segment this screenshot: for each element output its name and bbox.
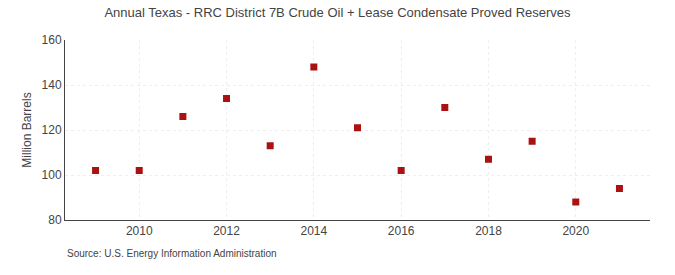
svg-text:2020: 2020 [562, 224, 589, 238]
svg-text:Million Barrels: Million Barrels [20, 92, 34, 167]
svg-text:Annual Texas - RRC District 7B: Annual Texas - RRC District 7B Crude Oil… [104, 5, 571, 20]
svg-text:100: 100 [42, 168, 62, 182]
svg-text:160: 160 [42, 33, 62, 47]
svg-text:2014: 2014 [300, 224, 327, 238]
svg-text:2012: 2012 [213, 224, 240, 238]
svg-text:Source: U.S. Energy Informatio: Source: U.S. Energy Information Administ… [67, 248, 277, 259]
svg-text:80: 80 [48, 213, 62, 227]
svg-text:140: 140 [42, 78, 62, 92]
svg-text:2016: 2016 [388, 224, 415, 238]
svg-text:2010: 2010 [126, 224, 153, 238]
svg-text:2018: 2018 [475, 224, 502, 238]
svg-text:120: 120 [42, 123, 62, 137]
